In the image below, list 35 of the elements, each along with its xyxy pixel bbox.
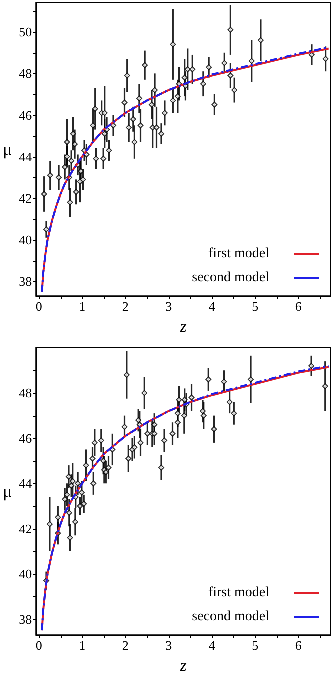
y-tick-label: 46 — [19, 430, 33, 446]
y-tick-label: 42 — [19, 521, 32, 536]
y-tick-label: 40 — [19, 566, 32, 582]
y-tick-label: 48 — [19, 66, 32, 82]
x-tick-label: 5 — [252, 299, 259, 314]
x-tick-label: 2 — [122, 299, 129, 314]
y-tick-label: 50 — [19, 24, 32, 40]
x-tick-label: 1 — [79, 299, 86, 314]
x-tick-label: 0 — [36, 638, 42, 654]
y-tick-label: 40 — [19, 232, 32, 248]
y-tick-label: 48 — [19, 386, 32, 401]
y-axis-title: μ — [2, 482, 12, 502]
y-axis-title: μ — [2, 140, 12, 160]
x-tick-label: 3 — [166, 638, 172, 654]
legend-label: second model — [192, 610, 270, 624]
y-tick-label: 38 — [19, 274, 32, 290]
y-tick-label: 42 — [19, 190, 32, 206]
x-axis-title: z — [179, 656, 188, 675]
legend-label: first model — [208, 586, 270, 600]
x-tick-label: 6 — [295, 299, 302, 314]
y-tick-label: 38 — [19, 612, 32, 627]
y-tick-label: 44 — [19, 476, 33, 492]
x-tick-label: 3 — [166, 299, 172, 314]
x-axis-title: z — [179, 317, 188, 336]
legend-label: second model — [192, 270, 270, 286]
y-tick-label: 44 — [19, 149, 33, 164]
x-tick-label: 1 — [79, 638, 86, 654]
x-tick-label: 6 — [295, 638, 302, 654]
x-tick-label: 5 — [252, 638, 259, 654]
x-tick-label: 4 — [208, 299, 216, 314]
x-tick-label: 0 — [36, 299, 42, 314]
x-tick-label: 4 — [208, 638, 216, 654]
legend-label: first model — [208, 246, 270, 262]
x-tick-label: 2 — [122, 638, 129, 654]
y-tick-label: 46 — [19, 108, 33, 123]
